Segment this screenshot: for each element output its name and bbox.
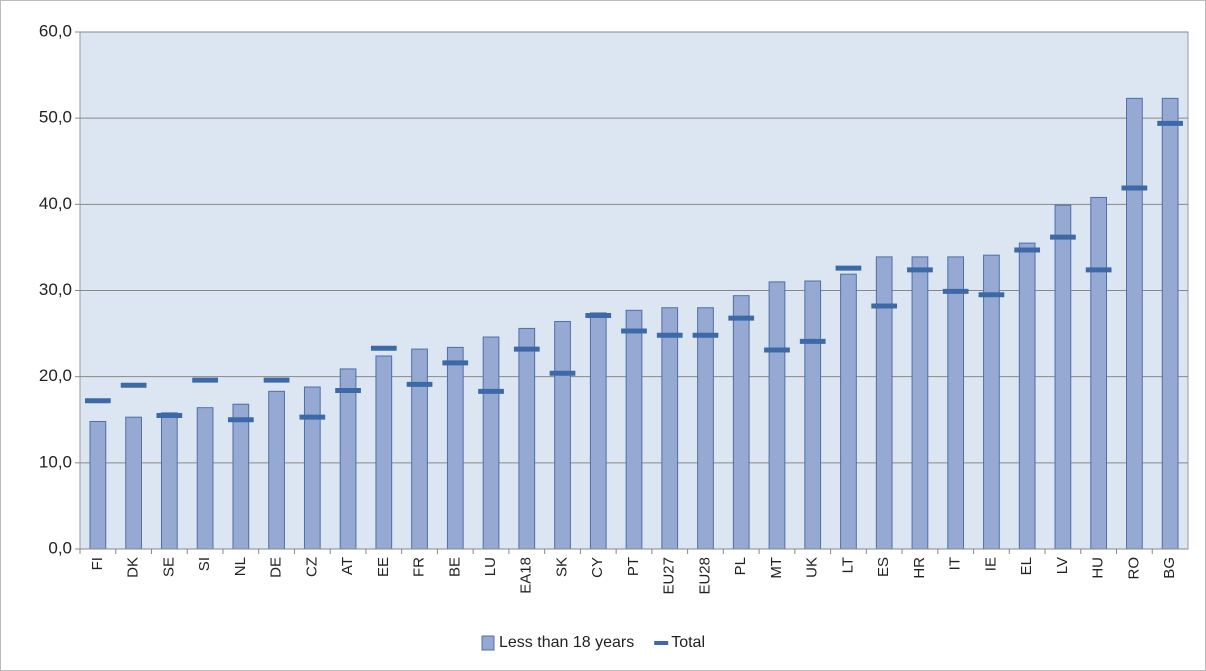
bar <box>125 416 142 550</box>
bar <box>196 407 214 550</box>
bar <box>661 307 679 550</box>
x-tick-label: SE <box>160 557 177 577</box>
x-tick-label: LV <box>1054 557 1071 574</box>
bar <box>268 390 285 550</box>
y-tick-label: 30,0 <box>39 280 72 299</box>
x-tick-label: PT <box>625 557 642 576</box>
bar <box>875 256 893 550</box>
x-tick-label: MT <box>768 557 785 579</box>
bar <box>303 386 321 550</box>
x-tick-label: LU <box>482 557 499 576</box>
x-tick-label: CZ <box>303 557 320 577</box>
legend-label: Total <box>671 634 705 651</box>
x-tick-label: PL <box>732 557 749 575</box>
y-tick-label: 20,0 <box>39 366 72 385</box>
x-tick-label: IE <box>982 557 999 571</box>
x-tick-label: FI <box>89 557 106 570</box>
bar <box>768 281 786 550</box>
x-tick-label: BG <box>1161 557 1178 579</box>
x-tick-label: EL <box>1018 557 1035 575</box>
bar <box>625 309 643 550</box>
x-tick-label: IT <box>947 557 964 570</box>
x-tick-label: DE <box>268 557 285 578</box>
x-tick-label: AT <box>339 557 356 575</box>
x-tick-label: RO <box>1125 557 1142 580</box>
x-tick-label: EE <box>375 557 392 577</box>
bar <box>232 403 250 550</box>
bar <box>589 312 607 550</box>
x-tick-label: DK <box>125 557 142 578</box>
bar <box>804 280 822 550</box>
y-tick-label: 0,0 <box>48 538 72 557</box>
bar <box>1018 242 1036 550</box>
x-tick-label: EU28 <box>696 557 713 595</box>
x-tick-label: CY <box>589 557 606 578</box>
bar <box>375 355 393 550</box>
bar <box>411 348 428 550</box>
legend-swatch <box>481 635 495 651</box>
bar <box>554 321 571 550</box>
bar <box>446 346 464 550</box>
x-tick-label: SI <box>196 557 213 571</box>
x-tick-label: SK <box>553 557 570 577</box>
bar <box>947 256 965 550</box>
bar <box>339 368 357 550</box>
x-tick-label: NL <box>232 557 249 576</box>
y-tick-label: 40,0 <box>39 194 72 213</box>
bar <box>697 307 714 550</box>
y-tick-label: 10,0 <box>39 452 72 471</box>
x-tick-label: FR <box>411 557 428 577</box>
y-tick-label: 60,0 <box>39 21 72 40</box>
bar <box>840 273 857 550</box>
x-tick-label: EA18 <box>518 557 535 594</box>
bar <box>89 420 107 550</box>
bar <box>1054 204 1072 550</box>
bar <box>1090 196 1108 550</box>
bar <box>482 336 500 550</box>
bar <box>1126 97 1143 550</box>
bar <box>983 254 1000 550</box>
x-tick-label: UK <box>804 557 821 578</box>
bar <box>160 412 178 550</box>
bar <box>732 295 750 550</box>
bar <box>518 327 536 550</box>
x-tick-label: BE <box>446 557 463 577</box>
x-tick-label: LT <box>839 557 856 573</box>
x-tick-label: HR <box>911 557 928 579</box>
x-tick-label: EU27 <box>661 557 678 595</box>
x-tick-label: ES <box>875 557 892 577</box>
x-tick-label: HU <box>1090 557 1107 579</box>
bar <box>1161 97 1179 550</box>
bar <box>911 256 929 550</box>
legend-label: Less than 18 years <box>499 634 634 651</box>
y-tick-label: 50,0 <box>39 108 72 127</box>
